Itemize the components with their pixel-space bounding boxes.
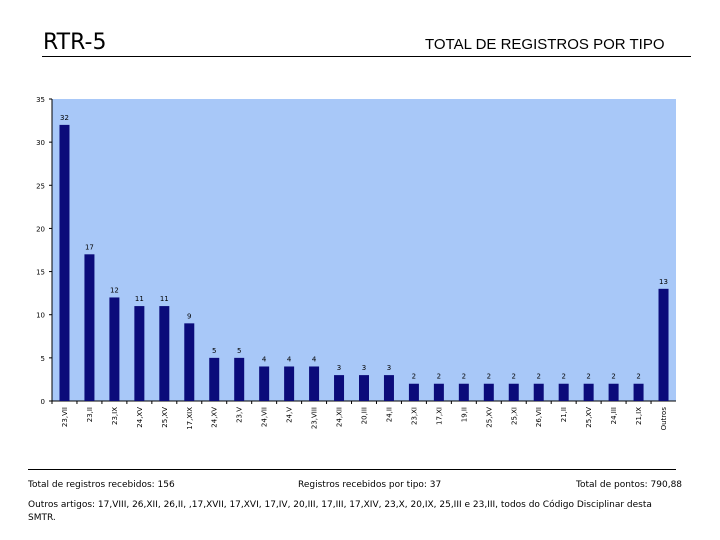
category-label: Outros	[660, 407, 668, 431]
category-label: 23,V	[236, 407, 244, 423]
bar	[209, 357, 220, 401]
data-label: 5	[212, 347, 216, 355]
category-label: 25,XV	[161, 407, 169, 428]
data-label: 2	[487, 373, 491, 381]
bar	[483, 383, 494, 401]
data-label: 17	[85, 243, 94, 251]
per-type-text: Registros recebidos por tipo: 37	[298, 480, 442, 490]
plot-area	[52, 99, 676, 401]
data-label: 3	[337, 364, 341, 372]
data-label: 11	[135, 295, 144, 303]
data-label: 2	[462, 373, 466, 381]
category-label: 23,VII	[61, 407, 69, 427]
other-articles-text: Outros artigos: 17,VIII, 26,XII, 26,II, …	[28, 500, 652, 523]
total-points-text: Total de pontos: 790,88	[576, 480, 683, 490]
bar	[558, 383, 569, 401]
y-tick-label: 30	[36, 139, 45, 147]
bar	[633, 383, 644, 401]
bar	[658, 288, 669, 401]
category-label: 24,III	[610, 407, 618, 424]
bar	[583, 383, 594, 401]
category-label: 21,IX	[635, 407, 643, 425]
data-label: 4	[262, 355, 267, 363]
data-label: 3	[362, 364, 366, 372]
bar	[433, 383, 444, 401]
bar	[359, 375, 369, 401]
data-label: 2	[536, 373, 540, 381]
category-label: 19,II	[460, 407, 468, 422]
category-label: 17,XI	[435, 407, 443, 425]
bar	[284, 366, 295, 401]
bar	[608, 383, 619, 401]
category-label: 24,XII	[336, 407, 344, 427]
total-received-text: Total de registros recebidos: 156	[28, 480, 175, 490]
bar	[184, 323, 195, 401]
category-label: 24,II	[385, 407, 393, 422]
data-label: 5	[237, 347, 241, 355]
data-label: 11	[160, 295, 169, 303]
data-label: 2	[437, 373, 441, 381]
bar	[309, 366, 320, 401]
category-label: 25,XV	[585, 407, 593, 428]
category-label: 26,VII	[535, 407, 543, 427]
bar	[109, 297, 120, 401]
category-label: 20,III	[361, 407, 369, 424]
y-tick-label: 20	[36, 225, 45, 233]
data-label: 3	[387, 364, 391, 372]
bar	[458, 383, 469, 401]
y-tick-label: 5	[41, 355, 45, 363]
data-label: 2	[586, 373, 590, 381]
bar	[408, 383, 419, 401]
category-label: 25,XV	[485, 407, 493, 428]
bar	[383, 375, 394, 401]
data-label: 2	[412, 373, 416, 381]
category-label: 23,VIII	[311, 407, 319, 429]
data-label: 2	[611, 373, 615, 381]
category-label: 17,XIX	[186, 407, 194, 430]
y-tick-label: 0	[41, 398, 45, 406]
data-label: 2	[636, 373, 640, 381]
bar	[159, 306, 170, 401]
bar	[59, 124, 70, 401]
bar	[259, 366, 270, 401]
bars-group	[59, 124, 669, 401]
category-label: 23,XI	[410, 407, 418, 425]
data-label: 32	[60, 114, 69, 122]
bar	[334, 375, 345, 401]
data-label: 9	[187, 312, 191, 320]
category-label: 24,V	[286, 407, 294, 423]
y-tick-label: 25	[36, 182, 45, 190]
category-label: 21,II	[560, 407, 568, 422]
bar	[533, 383, 544, 401]
bar	[84, 254, 95, 401]
page-title: RTR-5	[43, 30, 107, 55]
data-label: 2	[561, 373, 565, 381]
data-label: 4	[287, 355, 292, 363]
category-label: 24,VII	[261, 407, 269, 427]
bar	[134, 306, 145, 401]
chart-heading: TOTAL DE REGISTROS POR TIPO	[425, 36, 665, 53]
other-articles-note: Outros artigos: 17,VIII, 26,XII, 26,II, …	[28, 499, 676, 525]
category-label: 25,XI	[510, 407, 518, 425]
y-tick-label: 35	[36, 96, 45, 104]
category-label: 24,XV	[136, 407, 144, 428]
y-tick-label: 10	[36, 312, 45, 320]
labels-group: 3223,VII1723,II1223,IX1124,XV1125,XV917,…	[60, 114, 668, 430]
category-label: 23,II	[86, 407, 94, 422]
data-label: 13	[659, 278, 668, 286]
bar	[508, 383, 519, 401]
data-label: 4	[312, 355, 317, 363]
footer-divider	[28, 469, 676, 470]
y-tick-label: 15	[36, 269, 45, 277]
category-label: 23,IX	[111, 407, 119, 425]
title-underline	[42, 56, 691, 57]
category-label: 24,XV	[211, 407, 219, 428]
bar	[234, 357, 245, 401]
data-label: 2	[512, 373, 516, 381]
data-label: 12	[110, 286, 119, 294]
